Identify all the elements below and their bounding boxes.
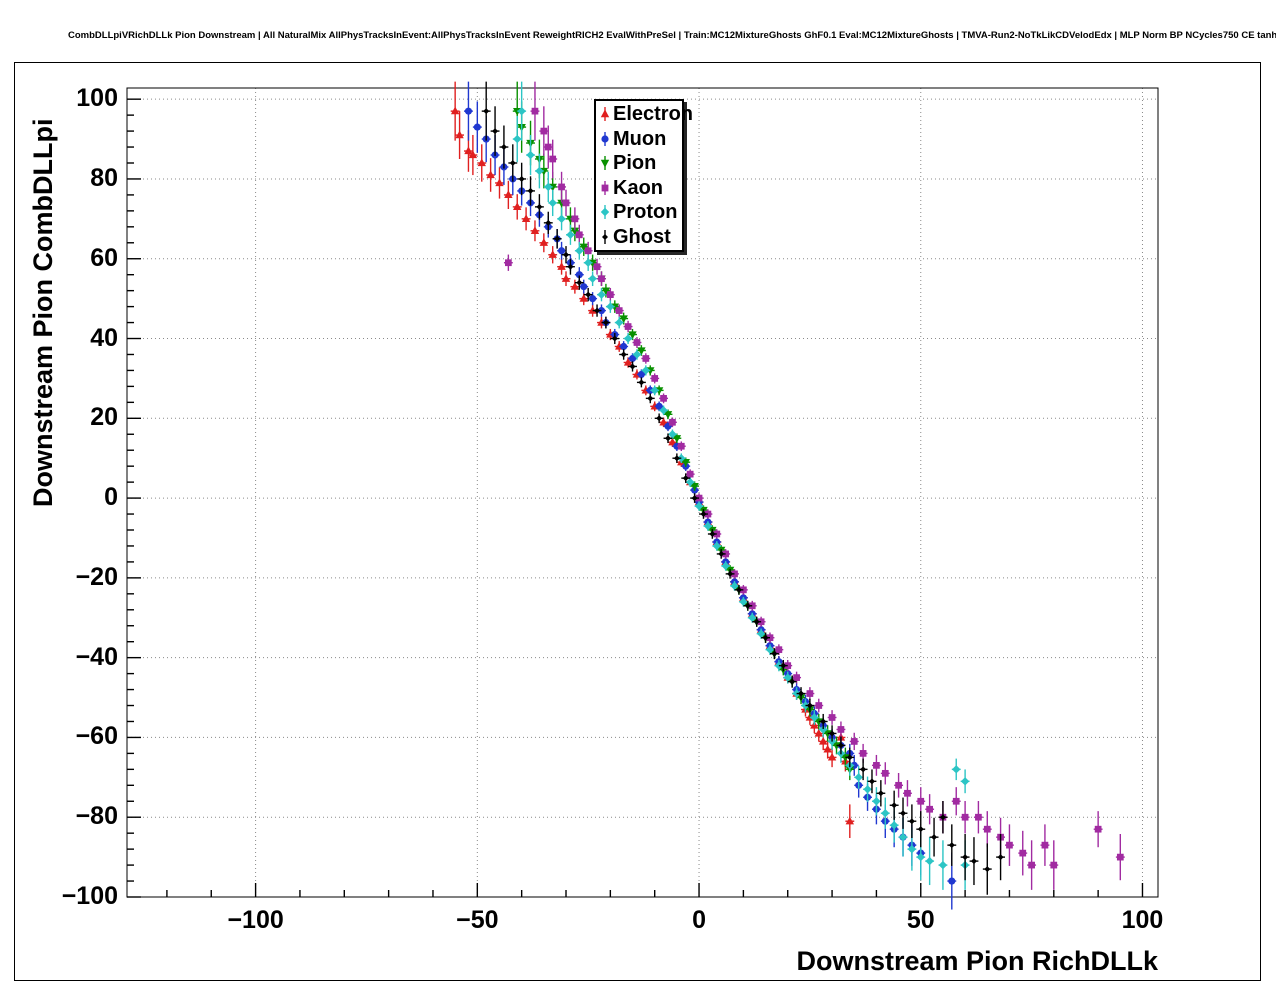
y-tick-label: −60 — [75, 722, 118, 751]
x-tick-label: −50 — [456, 906, 499, 934]
series-proton — [512, 81, 970, 890]
y-axis-title: Downstream Pion CombDLLpi — [28, 118, 58, 507]
x-tick-label: 50 — [906, 906, 935, 934]
x-tick-label: −100 — [227, 906, 284, 934]
y-tick-label: −100 — [61, 882, 118, 910]
legend-entry-ghost: Ghost — [596, 225, 682, 250]
series-ghost — [481, 81, 1006, 895]
y-tick-label: 20 — [90, 403, 118, 432]
y-tick-label: −40 — [75, 642, 118, 671]
legend-marker-pion-icon — [600, 156, 610, 171]
y-tick-label: 40 — [90, 323, 118, 352]
legend-entry-pion: Pion — [596, 151, 682, 176]
x-tick-label: 0 — [692, 906, 706, 934]
y-tick-label: 0 — [104, 483, 118, 512]
legend-entry-kaon: Kaon — [596, 176, 682, 201]
legend-marker-muon-icon — [601, 131, 609, 146]
y-tick-label: 60 — [90, 243, 118, 272]
legend-label: Muon — [613, 127, 667, 150]
plot-title: CombDLLpiVRichDLLk Pion Downstream | All… — [68, 30, 1276, 41]
y-tick-label: 100 — [76, 84, 118, 113]
legend-label: Kaon — [613, 176, 663, 199]
y-tick-label: −20 — [75, 562, 118, 591]
y-tick-label: −80 — [75, 802, 118, 831]
legend-marker-proton-icon — [600, 205, 610, 220]
x-tick-label: 100 — [1121, 906, 1164, 934]
legend-marker-kaon-icon — [601, 180, 609, 195]
legend-label: Pion — [613, 152, 657, 175]
legend-marker-ghost-icon — [602, 229, 608, 244]
y-tick-label: 80 — [90, 163, 118, 192]
legend-marker-electron-icon — [600, 107, 610, 122]
legend-entry-electron: Electron — [596, 102, 693, 127]
legend-label: Proton — [613, 201, 678, 224]
legend: Electron Muon Pion Kaon Proton Ghost — [594, 99, 693, 252]
x-axis-title: Downstream Pion RichDLLk — [796, 946, 1158, 976]
legend-label: Ghost — [613, 225, 671, 248]
legend-label: Electron — [613, 103, 694, 126]
legend-entry-proton: Proton — [596, 200, 682, 225]
legend-entry-muon: Muon — [596, 127, 682, 152]
axis-ticks — [127, 98, 1144, 898]
gridlines — [127, 88, 1158, 898]
plot-frame — [126, 87, 1159, 898]
pad-frame — [14, 62, 1261, 981]
